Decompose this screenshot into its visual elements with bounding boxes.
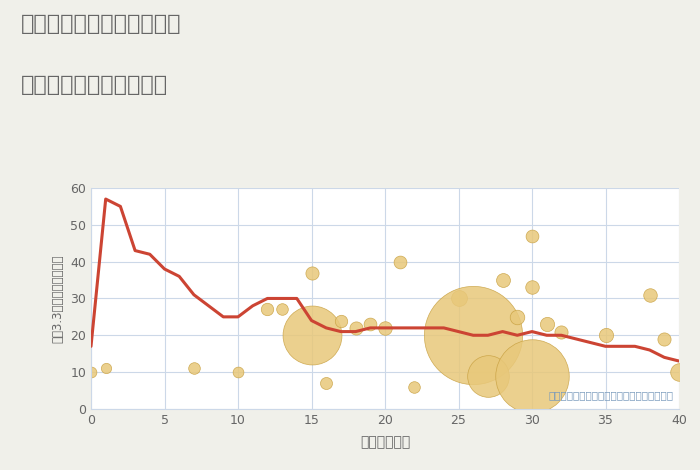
Point <box>556 328 567 336</box>
X-axis label: 築年数（年）: 築年数（年） <box>360 435 410 449</box>
Point <box>262 306 273 313</box>
Point <box>379 324 391 332</box>
Point <box>365 321 376 328</box>
Point <box>659 335 670 343</box>
Text: 築年数別中古戸建て価格: 築年数別中古戸建て価格 <box>21 75 168 95</box>
Point <box>526 283 538 291</box>
Point <box>453 295 464 302</box>
Point <box>482 372 493 380</box>
Point <box>673 368 685 376</box>
Point <box>512 313 523 321</box>
Text: 兵庫県豊岡市日高町庄境の: 兵庫県豊岡市日高町庄境の <box>21 14 181 34</box>
Point <box>600 331 611 339</box>
Point <box>85 368 97 376</box>
Point <box>409 383 420 391</box>
Point <box>100 365 111 372</box>
Point <box>350 324 361 332</box>
Y-axis label: 坪（3.3㎡）単価（万円）: 坪（3.3㎡）単価（万円） <box>52 254 64 343</box>
Point <box>526 232 538 240</box>
Point <box>321 379 332 387</box>
Point <box>276 306 288 313</box>
Point <box>497 276 508 284</box>
Point <box>644 291 655 298</box>
Point <box>541 321 552 328</box>
Point <box>188 365 199 372</box>
Point <box>394 258 405 266</box>
Point <box>335 317 346 324</box>
Point <box>232 368 244 376</box>
Text: 円の大きさは、取引のあった物件面積を示す: 円の大きさは、取引のあった物件面積を示す <box>548 390 673 400</box>
Point <box>306 269 317 276</box>
Point <box>526 372 538 380</box>
Point <box>468 331 479 339</box>
Point <box>306 331 317 339</box>
